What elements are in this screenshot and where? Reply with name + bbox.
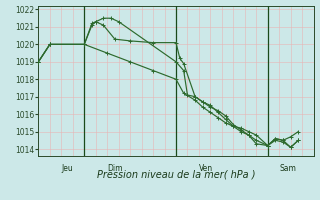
Text: Dim: Dim [107, 164, 123, 173]
Text: Jeu: Jeu [61, 164, 73, 173]
Text: Ven: Ven [199, 164, 213, 173]
Text: Sam: Sam [279, 164, 296, 173]
X-axis label: Pression niveau de la mer( hPa ): Pression niveau de la mer( hPa ) [97, 170, 255, 180]
